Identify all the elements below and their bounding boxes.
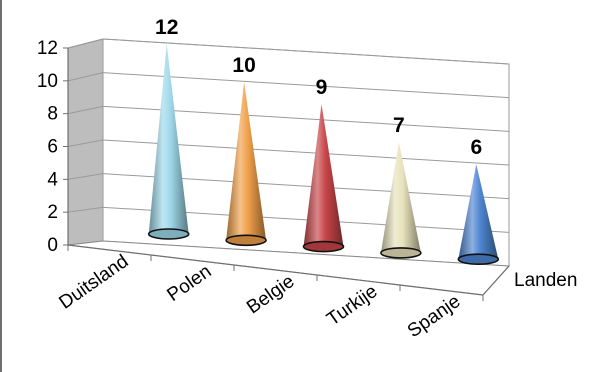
gridline-side	[67, 139, 104, 147]
y-tick-label: 2	[47, 202, 58, 223]
cone-base	[147, 228, 190, 240]
frame-left-border	[0, 0, 2, 372]
x-axis-title: Landen	[514, 270, 577, 291]
x-axis-line	[67, 244, 484, 296]
data-label: 12	[155, 16, 178, 39]
data-label: 7	[393, 114, 405, 137]
gridline-side	[67, 38, 104, 49]
axes	[63, 47, 510, 301]
gridline-side	[67, 72, 104, 82]
data-labels: 12 10 9 7 6	[155, 16, 482, 159]
y-tick-label: 0	[47, 235, 58, 256]
y-tick-label: 6	[47, 137, 58, 158]
y-tick-label: 12	[37, 38, 58, 59]
category-label: Spanje	[404, 291, 465, 342]
cone-polen	[226, 81, 267, 246]
cone-base	[225, 234, 267, 247]
data-label: 9	[316, 76, 328, 99]
cone-spanje	[458, 164, 499, 265]
cone-duitsland	[148, 44, 189, 239]
cones	[147, 44, 500, 266]
category-label: Polen	[164, 261, 216, 306]
chart-walls	[67, 38, 511, 296]
data-label: 10	[232, 54, 255, 77]
cone-base	[457, 253, 500, 266]
gridline-side	[67, 206, 104, 213]
x-axis-depth-line	[482, 265, 510, 296]
y-tick-label: 8	[47, 104, 58, 125]
y-tick-labels: 0 2 4 6 8 10 12	[37, 38, 59, 256]
cone-belgie	[303, 104, 344, 252]
category-label: Duitsland	[55, 251, 132, 314]
cone-turkije	[380, 142, 421, 258]
y-tick-label: 4	[47, 169, 58, 190]
cone-base	[302, 240, 345, 253]
gridline-side	[67, 105, 104, 115]
gridline-side	[67, 173, 104, 180]
gridline	[102, 38, 510, 65]
side-wall	[67, 38, 104, 246]
data-label: 6	[470, 136, 482, 159]
category-label: Turkije	[323, 281, 381, 331]
cone-base	[380, 247, 422, 259]
gridline	[102, 72, 510, 99]
category-label: Belgie	[243, 271, 298, 319]
y-tick-label: 10	[37, 71, 58, 92]
